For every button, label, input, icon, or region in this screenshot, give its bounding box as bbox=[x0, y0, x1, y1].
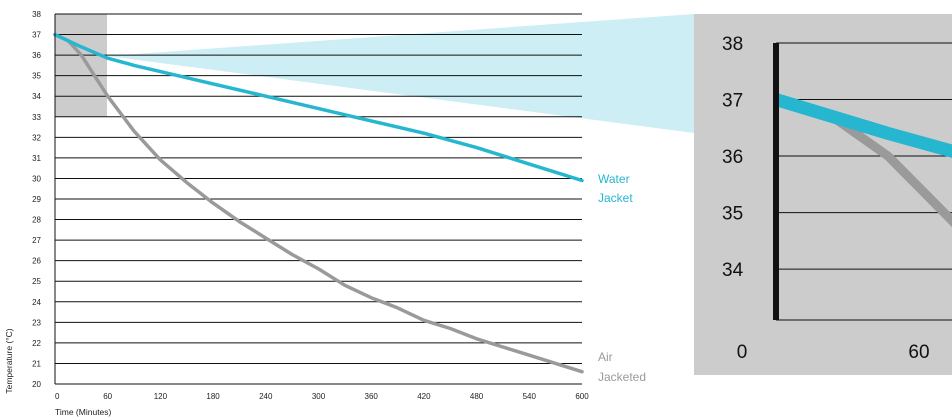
x-tick-label: 180 bbox=[206, 392, 220, 401]
y-tick-label: 20 bbox=[32, 380, 41, 389]
y-tick-label: 28 bbox=[32, 216, 41, 225]
y-tick-label: 24 bbox=[32, 298, 41, 307]
zoom-water-jacket-line bbox=[774, 93, 952, 158]
zoom-x-tick-label: 60 bbox=[908, 342, 929, 363]
air-jacketed-label: Air Jacketed bbox=[598, 350, 646, 384]
x-axis-title: Time (Minutes) bbox=[55, 407, 112, 417]
zoom-series-lines bbox=[774, 93, 952, 228]
y-tick-label: 35 bbox=[32, 72, 41, 81]
zoom-y-tick-label: 37 bbox=[722, 91, 743, 112]
water-jacket-label-line1: Water bbox=[598, 172, 630, 186]
zoom-wedge bbox=[107, 14, 694, 133]
y-axis-title: Temperature (°C) bbox=[4, 328, 14, 393]
zoom-y-axis-bar bbox=[773, 43, 779, 320]
y-tick-label: 38 bbox=[32, 10, 41, 19]
main-series-lines bbox=[53, 32, 584, 374]
x-tick-label: 540 bbox=[523, 392, 537, 401]
water-jacket-line bbox=[53, 32, 584, 183]
x-tick-label: 120 bbox=[154, 392, 168, 401]
y-tick-label: 37 bbox=[32, 31, 41, 40]
x-tick-label: 360 bbox=[365, 392, 379, 401]
zoom-y-tick-labels: 34 35 36 37 38 bbox=[722, 34, 744, 281]
zoom-x-tick-label: 0 bbox=[737, 342, 748, 363]
x-tick-label: 600 bbox=[575, 392, 589, 401]
y-tick-label: 23 bbox=[32, 318, 41, 327]
zoom-x-tick-labels: 0 60 bbox=[737, 342, 930, 363]
main-gridlines bbox=[55, 13, 582, 364]
air-jacketed-line bbox=[53, 32, 584, 374]
zoom-y-tick-label: 38 bbox=[722, 34, 743, 55]
y-tick-label: 31 bbox=[32, 154, 41, 163]
x-tick-label: 480 bbox=[470, 392, 484, 401]
y-tick-label: 27 bbox=[32, 236, 41, 245]
air-jacketed-label-line1: Air bbox=[598, 350, 613, 364]
y-tick-label: 33 bbox=[32, 113, 41, 122]
y-tick-label: 34 bbox=[32, 92, 41, 101]
x-tick-label: 300 bbox=[312, 392, 326, 401]
y-tick-label: 21 bbox=[32, 359, 41, 368]
main-chart: 20 21 22 23 24 25 26 27 28 29 30 31 32 33 34 35 36 37 38 0… bbox=[4, 10, 646, 417]
zoom-y-tick-label: 35 bbox=[722, 204, 743, 225]
zoom-y-tick-label: 36 bbox=[722, 147, 743, 168]
y-tick-label: 32 bbox=[32, 133, 41, 142]
zoom-inset-panel: 34 35 36 37 38 0 60 bbox=[694, 14, 952, 375]
zoom-gridlines bbox=[776, 42, 952, 321]
zoom-region-box bbox=[55, 14, 107, 117]
x-tick-label: 60 bbox=[103, 392, 112, 401]
y-tick-label: 36 bbox=[32, 51, 41, 60]
y-tick-label: 26 bbox=[32, 257, 41, 266]
x-tick-label: 240 bbox=[259, 392, 273, 401]
y-tick-label: 25 bbox=[32, 277, 41, 286]
x-tick-label: 0 bbox=[55, 392, 60, 401]
zoom-y-tick-label: 34 bbox=[722, 260, 744, 281]
main-x-tick-labels: 0 60 120 180 240 300 360 420 480 540 600 bbox=[55, 392, 589, 401]
y-tick-label: 30 bbox=[32, 174, 41, 183]
water-jacket-label: Water Jacket bbox=[598, 172, 633, 205]
x-tick-label: 420 bbox=[417, 392, 431, 401]
air-jacketed-label-line2: Jacketed bbox=[598, 370, 646, 384]
water-jacket-label-line2: Jacket bbox=[598, 191, 633, 205]
y-tick-label: 22 bbox=[32, 339, 41, 348]
zoom-inset-background bbox=[694, 14, 952, 375]
main-y-tick-labels: 20 21 22 23 24 25 26 27 28 29 30 31 32 33 34 35 36 37 38 bbox=[32, 10, 41, 389]
y-tick-label: 29 bbox=[32, 195, 41, 204]
